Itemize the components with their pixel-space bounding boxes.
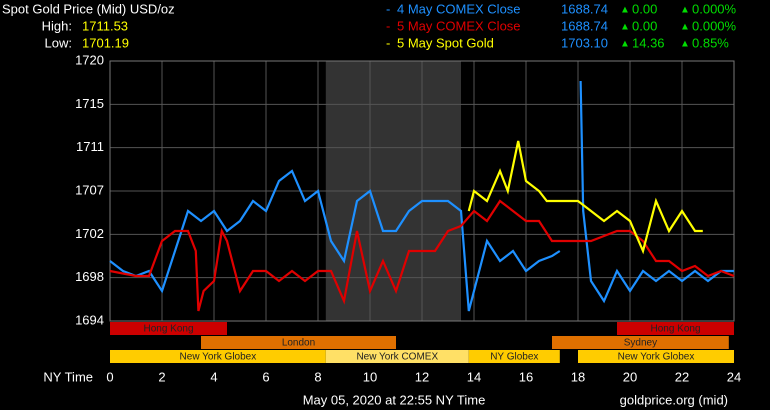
y-tick-label: 1715 <box>75 96 104 111</box>
stat-value: 1701.19 <box>82 35 129 50</box>
legend-name: 5 May COMEX Close <box>397 18 521 33</box>
legend-change: 14.36 <box>632 35 665 50</box>
session-label: New York Globex <box>180 352 257 363</box>
legend-change: 0.00 <box>632 18 657 33</box>
stat-value: 1711.53 <box>82 18 128 33</box>
legend-dash: - <box>386 18 390 33</box>
legend-price: 1688.74 <box>561 18 608 33</box>
session-bar <box>578 350 734 363</box>
session-label: Hong Kong <box>143 324 193 335</box>
session-label: New York COMEX <box>356 352 438 363</box>
session-bar <box>468 350 560 363</box>
legend-dash: - <box>386 1 390 16</box>
x-axis-label: NY Time <box>43 369 93 384</box>
x-tick-label: 8 <box>314 369 321 384</box>
chart-title: Spot Gold Price (Mid) USD/oz <box>2 1 175 16</box>
legend-arrow: ▲ <box>620 22 630 33</box>
x-tick-label: 0 <box>106 369 113 384</box>
legend-arrow: ▲ <box>680 5 690 16</box>
price-line <box>109 199 735 312</box>
legend-dash: - <box>386 35 390 50</box>
session-label: London <box>282 338 315 349</box>
y-tick-label: 1707 <box>75 182 104 197</box>
x-tick-label: 16 <box>519 369 533 384</box>
x-tick-label: 22 <box>675 369 689 384</box>
legend-price: 1703.10 <box>561 35 608 50</box>
session-bar <box>325 350 469 363</box>
legend-change-pct: 0.85% <box>692 35 729 50</box>
legend-arrow: ▲ <box>680 39 690 50</box>
session-label: NY Globex <box>490 352 538 363</box>
legend-change: 0.00 <box>632 1 657 16</box>
session-label: Sydney <box>624 338 657 349</box>
legend-change-pct: 0.000% <box>692 18 737 33</box>
y-tick-label: 1711 <box>76 139 104 154</box>
price-line <box>467 140 703 255</box>
y-tick-label: 1694 <box>75 312 104 327</box>
legend-price: 1688.74 <box>561 1 608 16</box>
session-label: New York Globex <box>618 352 695 363</box>
legend-change-pct: 0.000% <box>692 1 737 16</box>
source: goldprice.org (mid) <box>620 392 728 407</box>
x-tick-label: 12 <box>415 369 429 384</box>
legend-arrow: ▲ <box>620 39 630 50</box>
price-line <box>109 80 734 312</box>
x-tick-label: 4 <box>210 369 217 384</box>
x-tick-label: 14 <box>467 369 481 384</box>
x-tick-label: 24 <box>727 369 741 384</box>
y-tick-label: 1698 <box>75 269 104 284</box>
footer: May 05, 2020 at 22:55 NY Time <box>303 392 486 407</box>
x-tick-label: 6 <box>262 369 269 384</box>
legend-arrow: ▲ <box>680 22 690 33</box>
legend-name: 4 May COMEX Close <box>397 1 521 16</box>
stat-label: High: <box>42 18 72 33</box>
session-bar <box>552 336 729 349</box>
legend-arrow: ▲ <box>620 5 630 16</box>
y-tick-label: 1702 <box>75 226 104 241</box>
y-tick-label: 1720 <box>75 52 104 67</box>
session-bar <box>110 350 326 363</box>
stat-label: Low: <box>45 35 72 50</box>
plot-frame <box>109 60 735 322</box>
session-bar <box>617 322 734 335</box>
session-bar <box>110 322 227 335</box>
x-tick-label: 10 <box>363 369 377 384</box>
x-tick-label: 18 <box>571 369 585 384</box>
legend-name: 5 May Spot Gold <box>397 35 494 50</box>
session-bar <box>201 336 396 349</box>
x-tick-label: 20 <box>623 369 637 384</box>
session-label: Hong Kong <box>650 324 700 335</box>
x-tick-label: 2 <box>158 369 165 384</box>
